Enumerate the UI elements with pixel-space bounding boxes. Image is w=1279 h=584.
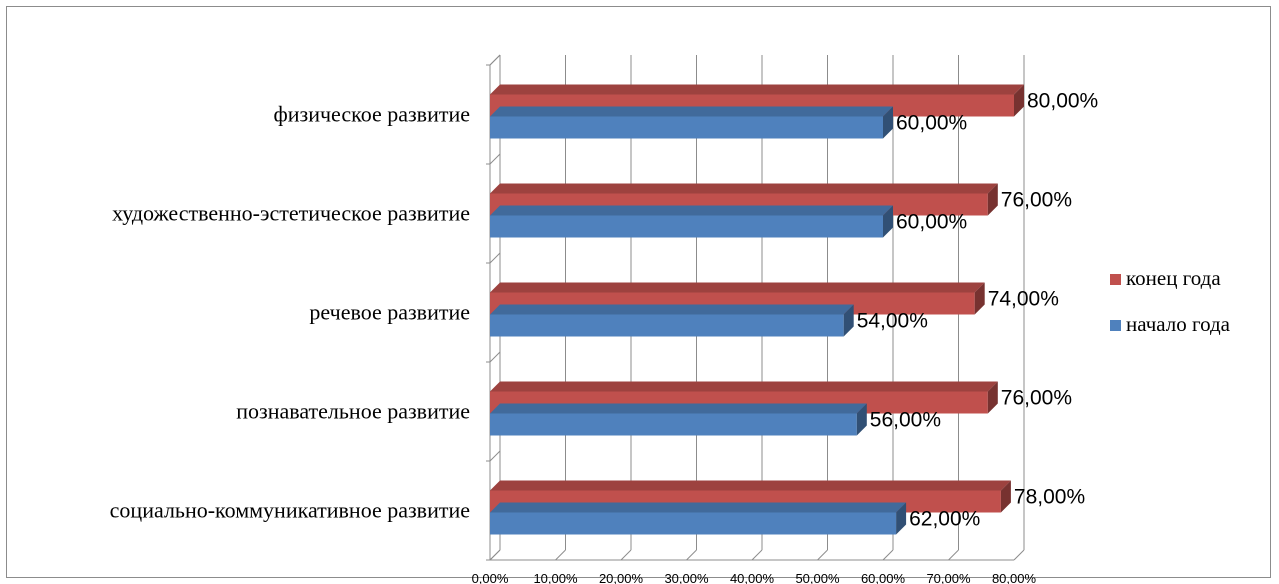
bar-front-face <box>490 413 857 436</box>
bar <box>490 106 893 139</box>
bar-front-face <box>490 116 883 139</box>
floor-gridline <box>948 549 959 561</box>
bar-end-face <box>987 183 998 216</box>
side-gridline <box>489 252 501 264</box>
bar-top-face <box>490 183 998 194</box>
data-label: 80,00% <box>1027 90 1098 113</box>
bar-end-face <box>896 502 907 535</box>
bar <box>490 205 893 238</box>
category-label: социально-коммуникативное развитие <box>110 498 470 523</box>
data-label: 60,00% <box>896 112 967 135</box>
x-tick-label: 80,00% <box>992 571 1037 584</box>
legend-swatch <box>1110 274 1121 285</box>
bar-top-face <box>490 403 867 414</box>
legend-swatch <box>1110 320 1121 331</box>
floor-gridline <box>817 549 828 561</box>
bar-front-face <box>490 512 897 535</box>
floor-gridline <box>620 549 632 561</box>
bar <box>490 403 867 436</box>
side-gridline <box>489 351 501 363</box>
data-label: 76,00% <box>1001 387 1072 410</box>
bar-end-face <box>843 304 854 337</box>
x-tick-label: 0,00% <box>472 571 509 584</box>
side-gridline <box>489 450 501 462</box>
data-label: 74,00% <box>988 288 1059 311</box>
x-tick-label: 70,00% <box>926 571 971 584</box>
x-tick-label: 10,00% <box>533 571 578 584</box>
legend: конец года начало года <box>1110 266 1231 336</box>
x-tick-label: 20,00% <box>599 571 644 584</box>
bar-end-face <box>883 106 893 139</box>
side-gridline <box>489 153 501 165</box>
x-tick-label: 60,00% <box>861 571 906 584</box>
floor-gridline <box>882 549 894 561</box>
data-label: 78,00% <box>1014 486 1085 509</box>
bar-top-face <box>490 205 893 216</box>
category-label: познавательное развитие <box>236 399 470 424</box>
bars <box>490 84 1024 535</box>
floor-gridline <box>555 549 566 561</box>
bar-front-face <box>490 314 844 337</box>
bar-top-face <box>490 381 998 392</box>
side-gridline <box>489 54 501 66</box>
legend-label: начало года <box>1126 312 1231 336</box>
bar-end-face <box>1014 84 1024 117</box>
bar-top-face <box>490 84 1024 95</box>
floor-gridline <box>751 549 763 561</box>
bar-top-face <box>490 502 907 513</box>
side-gridline <box>489 549 501 561</box>
floor-gridline <box>686 549 697 561</box>
category-label: речевое развитие <box>309 300 470 325</box>
data-labels: 78,00% 62,00% 76,00% 56,00% 74,00% 54,00% 76,0… <box>857 90 1099 531</box>
bar-top-face <box>490 106 893 117</box>
floor-gridline <box>1013 549 1025 561</box>
data-label: 54,00% <box>857 310 928 333</box>
bar-front-face <box>490 215 883 238</box>
bar-end-face <box>1000 480 1011 513</box>
bar-top-face <box>490 304 854 315</box>
category-label: художественно-эстетическое развитие <box>112 201 470 226</box>
bar-end-face <box>883 205 893 238</box>
legend-label: конец года <box>1126 266 1221 290</box>
data-label: 76,00% <box>1001 189 1072 212</box>
x-tick-label: 40,00% <box>730 571 775 584</box>
bar-top-face <box>490 282 985 293</box>
bar-end-face <box>987 381 998 414</box>
bar-end-face <box>856 403 867 436</box>
data-label: 56,00% <box>870 409 941 432</box>
x-tick-label: 30,00% <box>664 571 709 584</box>
bar <box>490 502 907 535</box>
category-label: физическое развитие <box>273 102 470 127</box>
x-tick-label: 50,00% <box>795 571 840 584</box>
bar <box>490 304 854 337</box>
bar-top-face <box>490 480 1011 491</box>
bar-end-face <box>974 282 985 315</box>
data-label: 60,00% <box>896 211 967 234</box>
data-label: 62,00% <box>909 508 980 531</box>
